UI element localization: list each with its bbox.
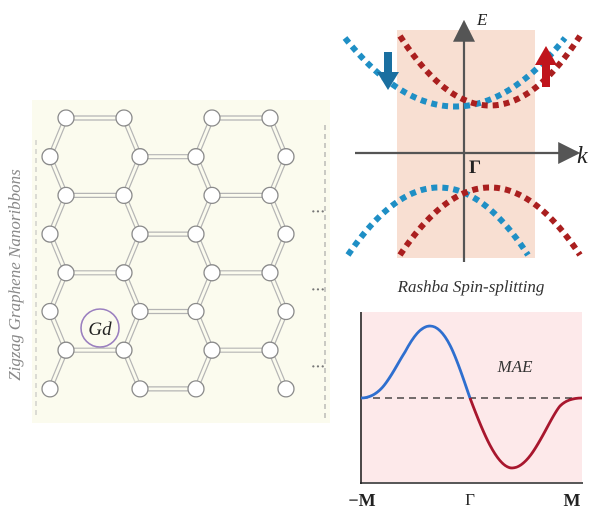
mae-plot: MAE −M Γ M xyxy=(348,312,583,510)
carbon-atom xyxy=(261,109,279,127)
carbon-atom xyxy=(261,264,279,282)
carbon-atom xyxy=(115,186,133,205)
zigzag-graphene-label: Zigzag Graphene Nanoribbons xyxy=(5,169,24,381)
carbon-atom xyxy=(203,186,221,205)
lattice-panel: Gd ··· ··· ··· xyxy=(32,100,330,423)
carbon-atom xyxy=(203,109,221,127)
carbon-atom xyxy=(131,380,149,398)
spin-up-arrow-icon xyxy=(535,46,557,87)
gamma-point-label: Γ xyxy=(469,157,481,178)
carbon-atom xyxy=(187,225,205,243)
mae-label: MAE xyxy=(497,357,534,376)
carbon-atom xyxy=(41,380,59,398)
energy-axis-label: E xyxy=(476,10,488,29)
rashba-caption: Rashba Spin-splitting xyxy=(397,277,545,296)
carbon-atom xyxy=(261,186,279,205)
carbon-atom xyxy=(203,264,221,282)
mae-negative-curve xyxy=(468,396,583,470)
gd-dopant-label: Gd xyxy=(88,319,112,340)
carbon-atom xyxy=(115,341,133,359)
carbon-atom xyxy=(277,148,295,166)
carbon-atom xyxy=(57,264,75,282)
spin-down-arrow-icon xyxy=(377,52,399,90)
carbon-atom xyxy=(115,264,133,282)
carbon-atom xyxy=(41,225,59,243)
carbon-atom xyxy=(131,225,149,243)
carbon-atom xyxy=(277,380,295,398)
band-diagram: E k Γ Rashba Spin-splitting xyxy=(342,10,588,296)
x-tick-gamma: Γ xyxy=(465,490,475,509)
carbon-atom xyxy=(57,109,75,127)
carbon-atom xyxy=(277,302,295,321)
carbon-atom xyxy=(187,380,205,398)
continuation-dots-top: ··· xyxy=(311,205,325,220)
spin-down-lower-band xyxy=(345,184,531,257)
carbon-atom xyxy=(187,302,205,321)
carbon-atom xyxy=(131,302,149,321)
carbon-atom xyxy=(41,302,59,321)
spin-down-upper-band xyxy=(342,36,568,110)
carbon-atom xyxy=(115,109,133,127)
carbon-atom xyxy=(57,186,75,205)
carbon-atom xyxy=(187,148,205,166)
continuation-dots-middle: ··· xyxy=(311,283,325,298)
spin-up-upper-band xyxy=(397,34,583,109)
band-shade-region xyxy=(397,30,535,258)
carbon-atom xyxy=(41,148,59,166)
carbon-atom xyxy=(57,341,75,359)
lattice-atoms xyxy=(41,109,295,398)
carbon-atom xyxy=(203,341,221,359)
continuation-dots-bottom: ··· xyxy=(311,360,325,375)
mae-positive-curve xyxy=(360,324,472,400)
carbon-atom xyxy=(131,148,149,166)
gd-dopant-ring xyxy=(80,308,120,348)
momentum-axis-label: k xyxy=(577,143,588,169)
x-tick-m: M xyxy=(564,490,581,510)
spin-up-lower-band xyxy=(397,184,583,257)
carbon-atom xyxy=(261,341,279,359)
carbon-atom xyxy=(277,225,295,243)
x-tick-minus-m: −M xyxy=(348,490,375,510)
